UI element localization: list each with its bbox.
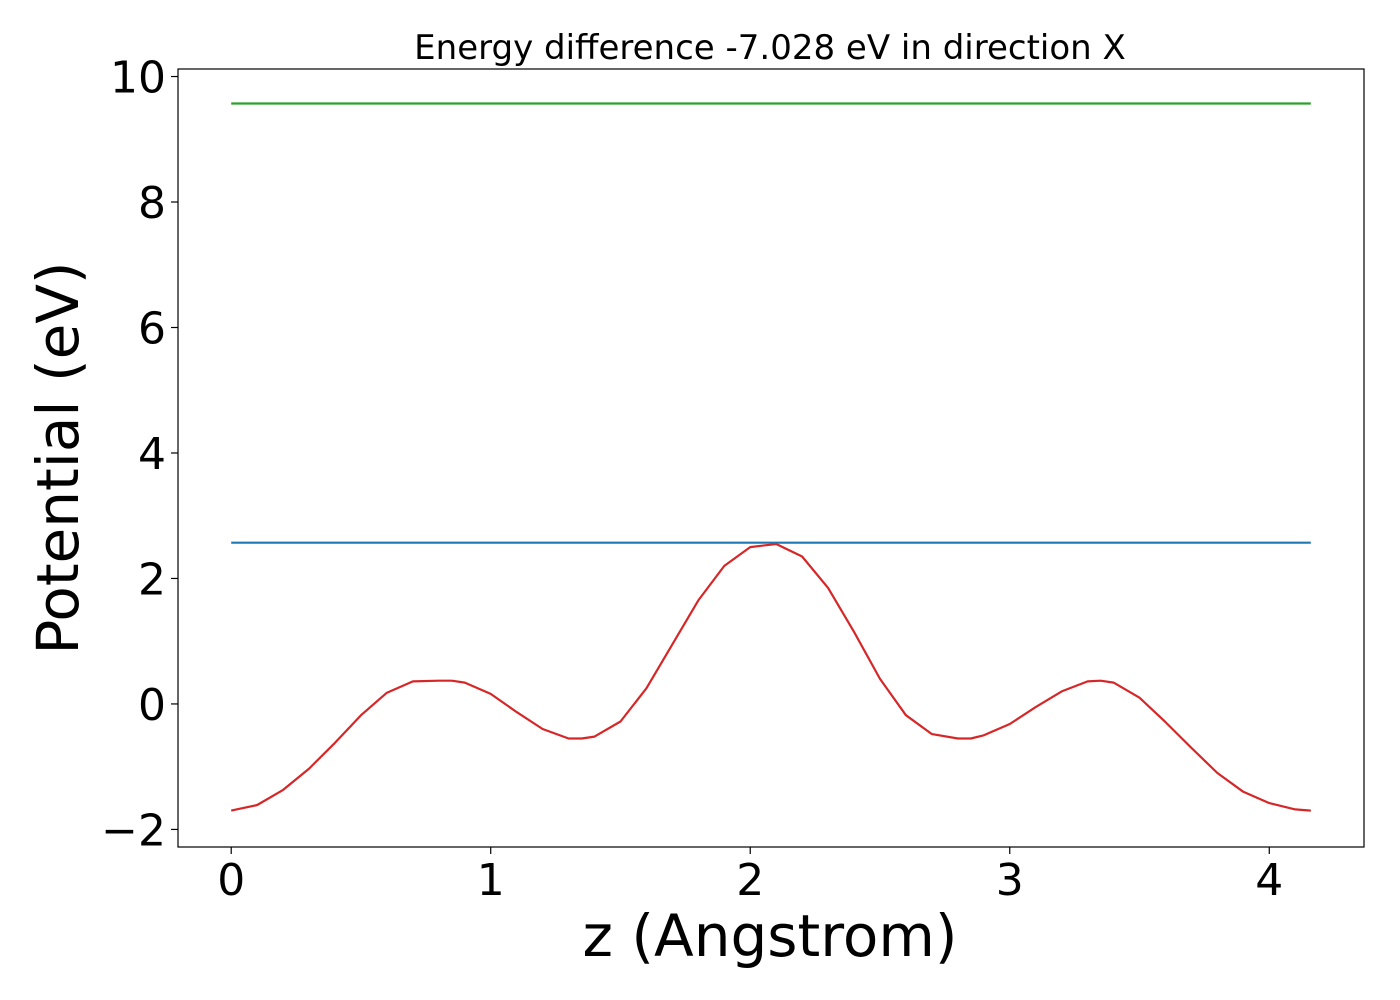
y-axis-label: Potential (eV) (24, 261, 92, 654)
x-tick-label: 2 (736, 855, 764, 906)
y-tick-label: 2 (138, 554, 166, 605)
x-axis-label: z (Angstrom) (583, 902, 958, 970)
x-tick-label: 0 (217, 855, 245, 906)
series-layer (230, 102, 1311, 812)
y-tick-label: 4 (138, 429, 166, 480)
x-tick-label: 3 (996, 855, 1024, 906)
y-tick-label: 0 (138, 680, 166, 731)
series-line-0 (230, 542, 1311, 812)
y-tick-label: −2 (101, 805, 166, 856)
y-tick-label: 8 (138, 178, 166, 229)
y-tick-label: 6 (138, 303, 166, 354)
x-tick-label: 4 (1255, 855, 1283, 906)
plot-frame (177, 68, 1365, 848)
ticks-layer: 0 1 2 3 4 −2 0 2 4 6 8 10 (101, 53, 1283, 906)
y-tick-label: 10 (110, 53, 166, 104)
x-tick-label: 1 (477, 855, 505, 906)
chart-title: Energy difference -7.028 eV in direction… (414, 28, 1126, 68)
